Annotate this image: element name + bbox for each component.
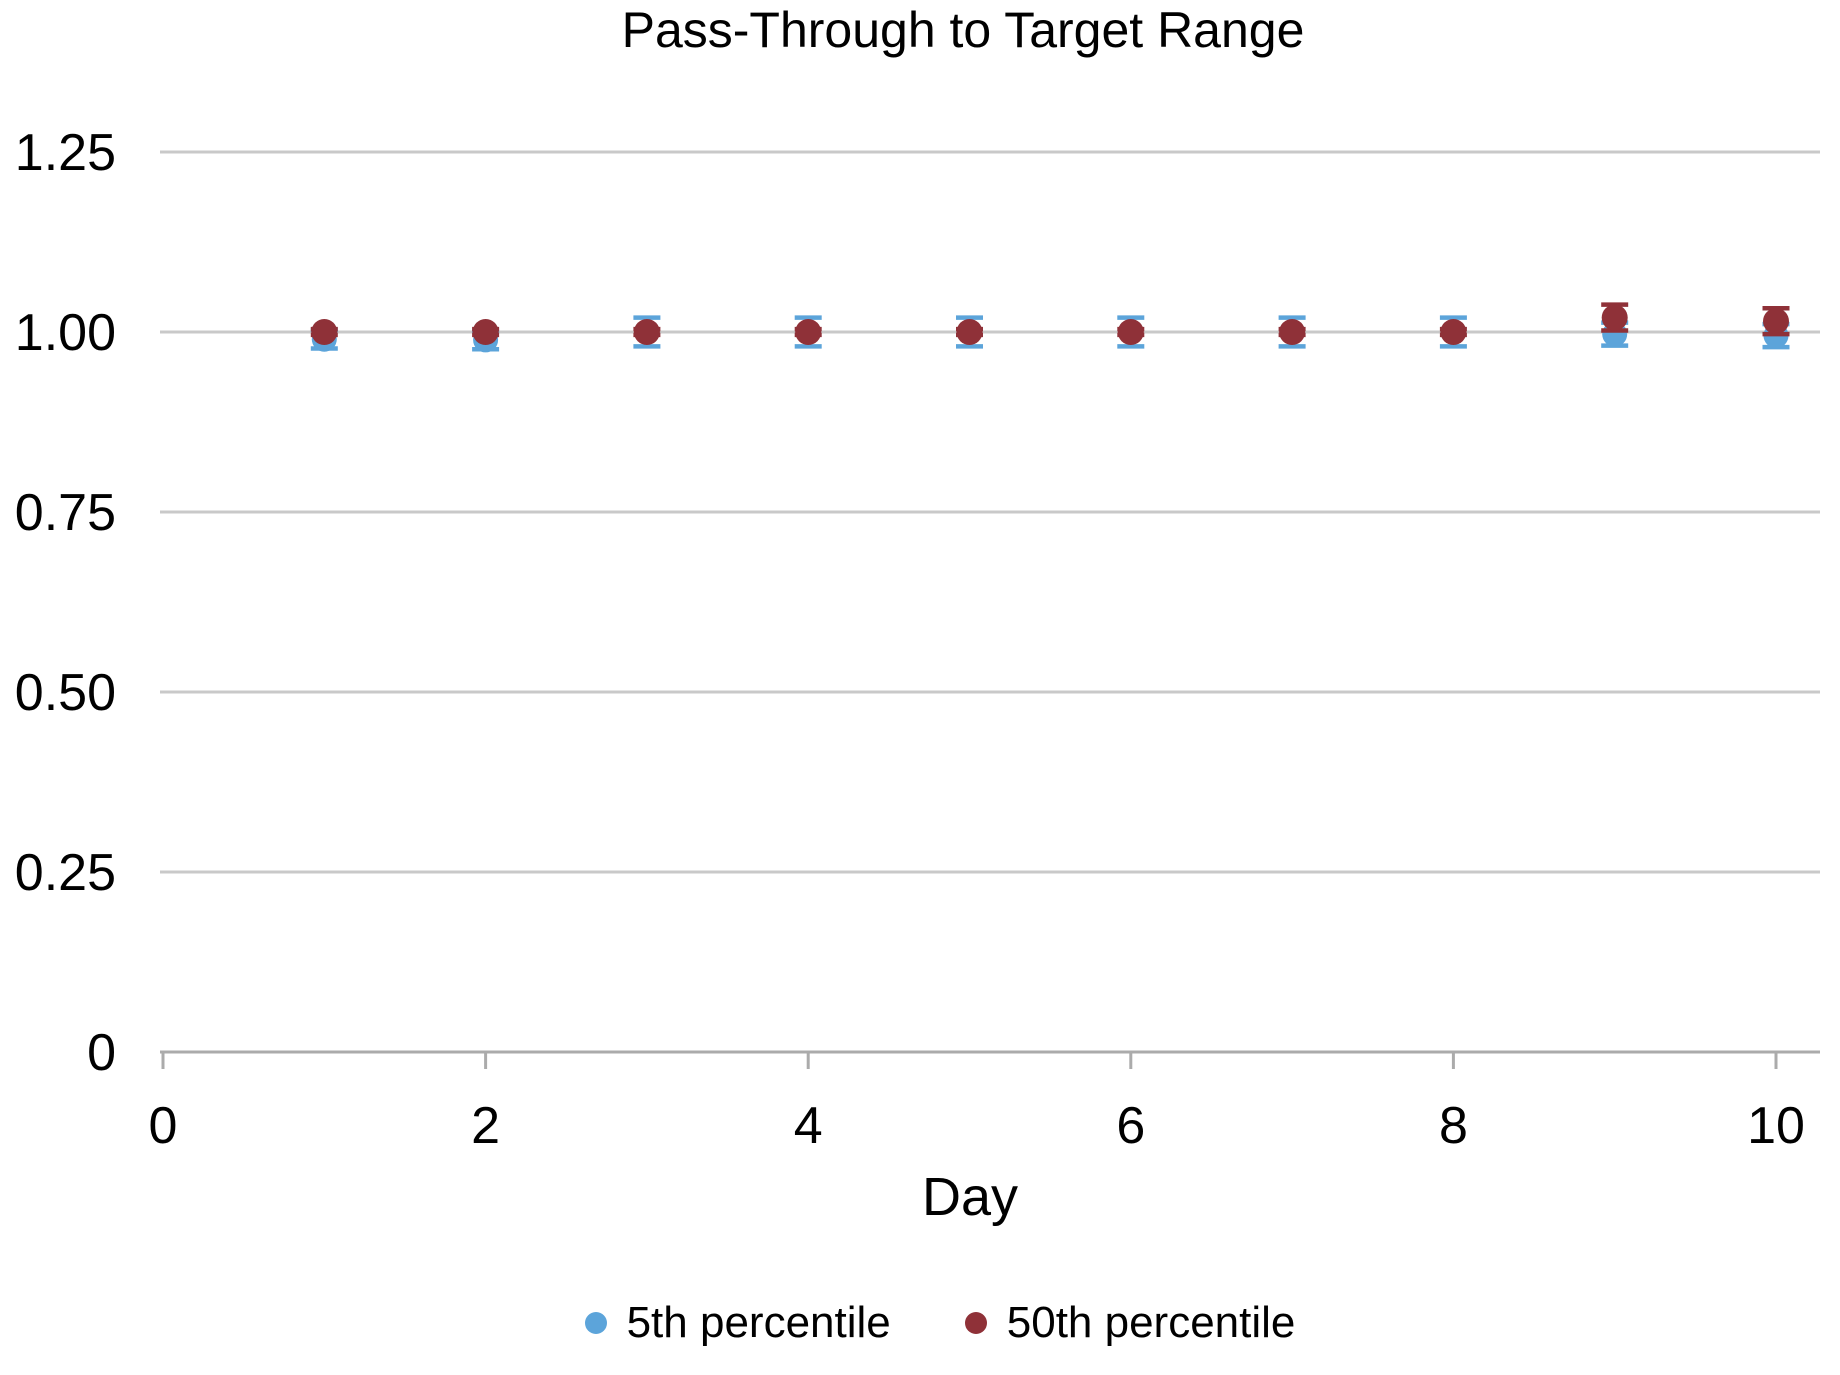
legend-item-50th-percentile: 50th percentile xyxy=(964,1298,1296,1348)
chart-title: Pass-Through to Target Range xyxy=(621,2,1305,58)
point-50th-percentile-day-8 xyxy=(1440,319,1467,345)
legend-marker-50th-percentile-icon xyxy=(964,1312,987,1334)
x-tick-label-0: 0 xyxy=(149,1097,178,1155)
point-50th-percentile-day-9 xyxy=(1601,304,1628,331)
legend-label-50th-percentile: 50th percentile xyxy=(1006,1298,1296,1347)
y-tick-label-0: 0 xyxy=(87,1024,116,1082)
x-tick-label-6: 6 xyxy=(1116,1097,1145,1155)
y-tick-label-0.25: 0.25 xyxy=(15,844,116,902)
x-tick-label-8: 8 xyxy=(1439,1097,1468,1155)
point-50th-percentile-day-2 xyxy=(472,319,499,345)
legend: 5th percentile 50th percentile xyxy=(0,1298,1840,1348)
x-tick-label-4: 4 xyxy=(794,1097,823,1155)
x-axis-title: Day xyxy=(921,1167,1019,1227)
point-50th-percentile-day-10 xyxy=(1763,308,1789,335)
y-tick-label-1.25: 1.25 xyxy=(15,124,116,182)
y-tick-label-0.50: 0.50 xyxy=(15,664,116,722)
point-50th-percentile-day-6 xyxy=(1117,319,1144,345)
point-50th-percentile-day-7 xyxy=(1279,319,1306,345)
point-50th-percentile-day-5 xyxy=(956,319,983,345)
point-50th-percentile-day-3 xyxy=(633,319,660,345)
y-tick-label-1.00: 1.00 xyxy=(15,304,116,362)
y-tick-label-0.75: 0.75 xyxy=(15,484,116,542)
legend-item-5th-percentile: 5th percentile xyxy=(584,1298,891,1348)
legend-marker-5th-percentile-icon xyxy=(584,1312,607,1334)
point-50th-percentile-day-4 xyxy=(795,319,822,345)
point-50th-percentile-day-1 xyxy=(311,319,338,345)
legend-label-5th-percentile: 5th percentile xyxy=(626,1298,891,1347)
x-tick-label-2: 2 xyxy=(471,1097,500,1155)
x-tick-label-10: 10 xyxy=(1747,1097,1805,1155)
